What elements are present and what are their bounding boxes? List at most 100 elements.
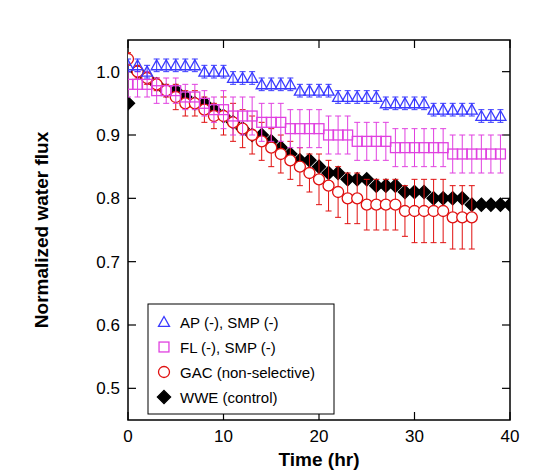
data-point [352,193,363,204]
data-point [247,73,258,83]
y-tick [502,261,510,262]
data-point [467,149,477,159]
error-bar [297,110,303,148]
error-bar [497,135,503,173]
data-point [180,92,190,102]
error-bar [163,78,169,103]
series [128,72,505,173]
y-tick [128,324,136,325]
data-point [142,66,153,76]
data-point [428,104,439,114]
x-tick [414,40,415,48]
data-point [438,143,448,153]
legend-label: WWE (control) [180,389,278,406]
legend-label: AP (-), SMP (-) [180,314,279,331]
data-point [371,92,382,102]
data-point [304,168,315,179]
data-point [496,149,506,159]
error-bar [383,122,389,160]
data-point [324,130,334,140]
data-point [161,60,172,70]
legend-box [148,304,334,414]
error-bar [259,103,265,141]
y-tick-label: 0.7 [96,253,120,272]
data-point [151,60,162,70]
x-tick-label: 40 [501,427,520,446]
data-point [495,111,506,121]
error-bar [306,110,312,148]
data-point [486,149,496,159]
data-point [371,136,381,146]
data-point [352,92,363,102]
error-bar [230,97,236,135]
x-tick [127,412,128,420]
error-bar [373,122,379,160]
legend-label: FL (-), SMP (-) [180,339,276,356]
data-point [133,79,143,89]
error-bar [402,129,408,167]
data-point [333,130,343,140]
data-point [476,149,486,159]
legend: AP (-), SMP (-)FL (-), SMP (-)GAC (non-s… [148,304,334,414]
data-point [476,111,487,121]
y-tick [502,388,510,389]
y-tick-label: 0.6 [96,316,120,335]
data-point [333,92,344,102]
data-point [399,98,410,108]
data-point [361,92,372,102]
data-point [362,136,372,146]
data-point [152,86,162,96]
y-tick-label: 0.9 [96,126,120,145]
plot-frame [128,40,510,420]
error-bar [316,110,322,148]
data-point [228,111,238,121]
data-point [409,98,420,108]
data-point [295,124,305,134]
chart: 0102030400.50.60.70.80.91.0Time (hr)Norm… [0,0,554,472]
x-tick-label: 30 [405,427,424,446]
error-bar [431,129,437,167]
data-point [209,105,219,115]
data-point [457,149,467,159]
legend-marker [157,390,170,403]
legend-marker [159,367,170,378]
data-point [305,124,315,134]
error-bar [412,129,418,167]
data-point [323,180,334,191]
error-bar [459,135,465,173]
error-bar [488,135,494,173]
data-point [142,79,152,89]
data-point [285,124,295,134]
data-point [132,60,143,70]
x-tick [318,40,319,48]
error-bar [278,103,284,141]
error-bar [268,103,274,141]
error-bar [469,135,475,173]
data-point [438,206,449,217]
error-bar [211,97,217,122]
y-tick [128,261,136,262]
data-point [256,79,267,89]
error-bar [392,129,398,167]
data-point [171,86,181,96]
data-point [266,142,277,153]
data-point [410,143,420,153]
data-point [266,117,276,127]
x-tick [509,40,510,48]
error-bar [240,97,246,135]
error-bar [345,116,351,154]
data-point [381,136,391,146]
error-bar [478,135,484,173]
data-point [161,86,171,96]
data-point [190,92,200,102]
legend-marker [159,342,169,352]
data-point [170,60,181,70]
data-point [466,104,477,114]
x-tick-label: 10 [214,427,233,446]
data-point [228,73,239,83]
series [128,53,477,249]
data-point [390,199,401,210]
error-bar [173,78,179,103]
data-point [485,111,496,121]
error-bar [450,135,456,173]
